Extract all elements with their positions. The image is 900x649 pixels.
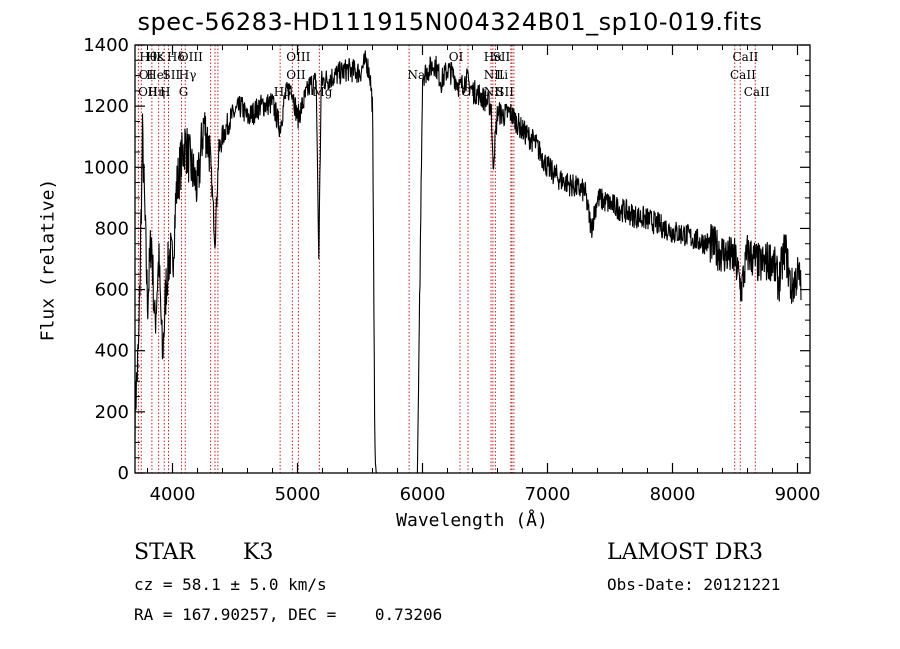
spectral-line-label: Hθ	[139, 50, 157, 64]
object-class: STAR	[134, 540, 195, 565]
spectral-line-label: Hδ	[167, 50, 185, 64]
spectral-line-label: Hβ	[274, 85, 291, 99]
spectral-line-label: CaII	[733, 50, 759, 64]
x-tick-label: 8000	[650, 484, 696, 505]
spectral-line-label: OII	[138, 85, 158, 99]
plot-frame	[134, 44, 811, 474]
spectral-line-label: NII	[484, 68, 504, 82]
y-tick-label: 1000	[83, 157, 129, 178]
chart-title: spec-56283-HD111915N004324B01_sp10-019.f…	[137, 8, 763, 36]
y-tick-label: 1200	[83, 96, 129, 117]
spectral-line-label: SII	[493, 50, 511, 64]
spectral-line-label: Hγ	[179, 68, 197, 82]
spectral-line-label: OII	[286, 68, 306, 82]
y-tick-label: 200	[95, 402, 129, 423]
x-tick-label: 9000	[775, 484, 821, 505]
x-tick-label: 4000	[150, 484, 196, 505]
spectrum-line	[134, 50, 802, 474]
spectral-line-label: CaII	[744, 85, 770, 99]
y-tick-label: 400	[95, 341, 129, 362]
spectral-line-label: K	[156, 50, 166, 64]
spectral-line-label: SII	[496, 85, 514, 99]
spectral-line-label: Na	[408, 68, 426, 82]
observation-date: Obs-Date: 20121221	[607, 575, 781, 594]
spectral-line-label: NII	[484, 85, 504, 99]
spectral-line-label: OI	[461, 85, 476, 99]
spectral-line-label: G	[179, 85, 189, 99]
y-axis-label: Flux (relative)	[37, 178, 59, 342]
coordinates: RA = 167.90257, DEC = 0.73206	[134, 605, 443, 624]
spectral-line-label: Hα	[484, 50, 503, 64]
x-tick-label: 5000	[275, 484, 321, 505]
spectral-line-label: Mg	[313, 85, 333, 99]
spectral-line-label: CaII	[730, 68, 756, 82]
spectral-line-label: Li	[496, 68, 508, 82]
x-tick-label: 7000	[525, 484, 571, 505]
spectral-line-label: SII	[163, 68, 181, 82]
spectral-line-label: HeI	[146, 68, 169, 82]
redshift-velocity: cz = 58.1 ± 5.0 km/s	[134, 575, 327, 594]
y-tick-label: 1400	[83, 35, 129, 56]
spectral-line-label: OIII	[179, 50, 203, 64]
y-tick-label: 800	[95, 218, 129, 239]
spectral-line-label: Hε	[146, 50, 163, 64]
x-axis-label: Wavelength (Å)	[396, 510, 548, 531]
y-tick-label: 0	[118, 463, 129, 484]
object-subclass: K3	[243, 540, 274, 565]
spectral-line-label: H	[160, 85, 170, 99]
x-tick-label: 6000	[400, 484, 446, 505]
survey-name: LAMOST DR3	[607, 540, 763, 565]
y-tick-label: 600	[95, 280, 129, 301]
spectral-line-label: OI	[139, 68, 154, 82]
spectral-line-label: OIII	[286, 50, 310, 64]
spectral-line-label: Hη	[148, 85, 166, 99]
spectral-line-label: OI	[449, 50, 464, 64]
